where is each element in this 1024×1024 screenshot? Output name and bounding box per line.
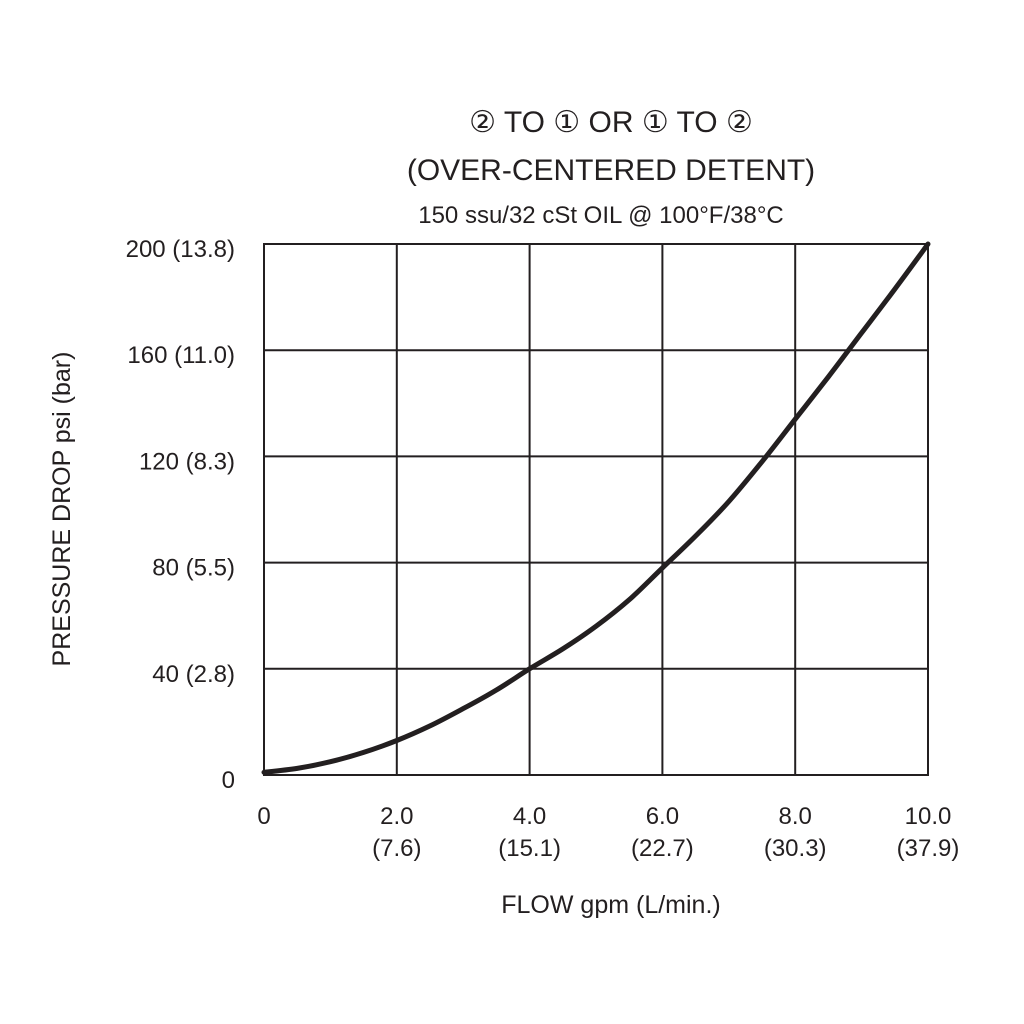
chart-title-line: (OVER-CENTERED DETENT): [407, 154, 815, 187]
y-tick-label: 80 (5.5): [152, 555, 235, 582]
x-tick-label: 2.0: [380, 803, 413, 830]
x-tick-sublabel: (22.7): [631, 835, 694, 862]
x-tick-labels: 0 2.0 (7.6) 4.0 (15.1) 6.0 (22.7) 8.0 (30.3) 10.0…: [257, 803, 959, 862]
series-line: [261, 241, 931, 775]
x-axis-label: FLOW gpm (L/min.): [501, 891, 720, 919]
y-tick-label: 160 (11.0): [127, 342, 235, 369]
y-tick-label: 0: [222, 767, 235, 794]
x-tick-sublabel: (30.3): [764, 835, 827, 862]
y-tick-label: 200 (13.8): [126, 236, 235, 263]
y-tick-label: 120 (8.3): [139, 448, 235, 475]
plot-frame: [263, 243, 929, 776]
chart-title-line: ② TO ① OR ① TO ②: [469, 106, 753, 139]
grid-lines: [264, 244, 928, 775]
y-tick-label: 40 (2.8): [152, 661, 235, 688]
x-tick-label: 8.0: [779, 803, 812, 830]
x-tick-label: 6.0: [646, 803, 679, 830]
x-tick-label: 4.0: [513, 803, 546, 830]
x-tick-label: 10.0: [905, 803, 952, 830]
x-tick-sublabel: (15.1): [498, 835, 561, 862]
x-tick-sublabel: (37.9): [897, 835, 960, 862]
chart-title-group: ② TO ① OR ① TO ② (OVER-CENTERED DETENT): [407, 106, 815, 187]
x-tick-sublabel: (7.6): [372, 835, 421, 862]
chart-subtitle: 150 ssu/32 cSt OIL @ 100°F/38°C: [418, 202, 784, 229]
x-tick-label: 0: [257, 803, 270, 830]
y-tick-labels: 0 40 (2.8) 80 (5.5) 120 (8.3) 160 (11.0) 200 …: [126, 236, 235, 794]
y-axis-label: PRESSURE DROP psi (bar): [48, 352, 76, 667]
